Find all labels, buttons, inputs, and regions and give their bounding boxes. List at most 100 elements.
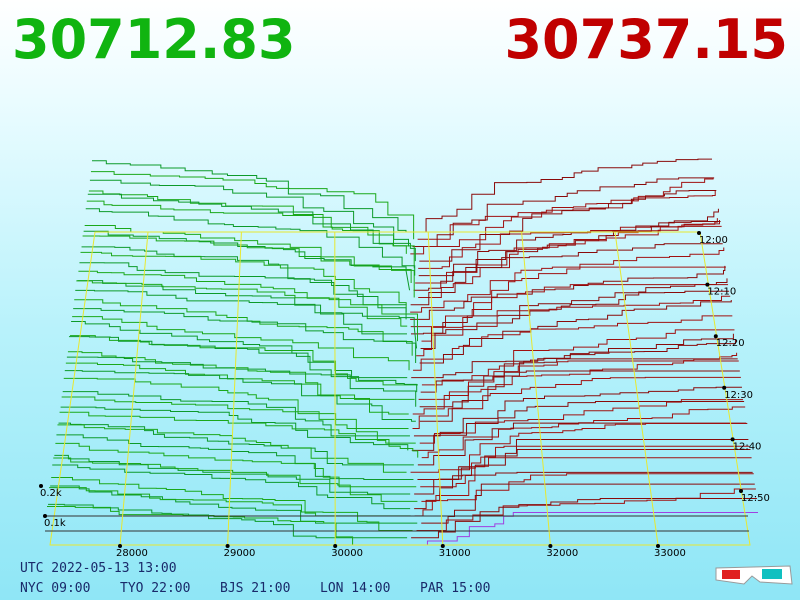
price-grid-line [227,231,242,546]
ask-depth-line [411,498,757,539]
time-tick-dot [739,489,743,493]
bid-depth-line [75,289,418,349]
bid-depth-line [47,506,412,546]
bid-depth-line [85,208,416,276]
depth-tick-label: 0.2k [40,488,62,499]
ask-depth-line [410,266,726,328]
ask-depth-line [412,360,739,415]
bid-depth-line [51,476,411,517]
ask-depth-line [414,449,751,495]
ask-depth-line [418,352,738,400]
bid-depth-line [73,308,417,364]
ask-price: 30737.15 [504,8,788,71]
time-tick-dot [722,385,727,390]
price-tick-dot [225,544,230,548]
bid-depth-line [56,434,414,480]
ask-depth-line [419,299,732,364]
bid-price: 30712.83 [12,8,296,71]
bid-depth-line [65,362,409,415]
timezone-clock: LON 14:00 [320,581,390,596]
ask-depth-line [418,225,722,299]
bid-depth-line [50,485,418,524]
bid-depth-line [62,391,410,437]
bid-depth-line [78,270,408,327]
floor-frame [49,231,751,546]
price-grid-line [521,231,551,546]
depth-lines [47,158,758,546]
timezone-clock: PAR 15:00 [420,581,490,596]
bid-depth-line [90,171,415,240]
time-tick-dot [713,334,718,339]
price-tick-label: 31000 [439,548,471,559]
time-tick-dot [730,437,735,442]
time-tick-label: 12:40 [733,441,762,452]
price-tick-dot [548,544,553,548]
bid-depth-line [81,246,407,306]
utc-time: UTC 2022-05-13 13:00 [20,561,177,576]
ask-depth-line [414,471,753,510]
depth-tick-label: 0.1k [44,518,66,529]
ask-depth-line [411,333,734,379]
bid-depth-line [68,336,418,393]
price-grid-line [119,231,149,546]
time-tick-dot [697,231,701,235]
timezone-clock: NYC 09:00 [20,581,90,596]
bid-depth-line [88,190,407,254]
ask-depth-line [410,247,725,313]
price-tick-label: 32000 [546,548,578,559]
depth-tick-dot [39,484,43,488]
bid-depth-line [64,370,416,422]
stereo-glasses[interactable] [715,565,793,585]
ask-depth-line [419,189,717,262]
ask-depth-line [410,278,728,335]
ask-depth-line [412,376,741,430]
bid-depth-line [80,251,407,313]
ask-depth-line [421,483,755,524]
bid-depth-line [57,424,407,473]
ask-depth-line [413,315,733,371]
ask-depth-line [410,243,723,306]
bid-depth-line [48,503,408,539]
ask-depth-line [410,158,712,233]
ask-depth-line [415,219,720,284]
time-tick-label: 12:10 [707,287,736,298]
bid-depth-line [86,200,415,269]
price-tick-label: 28000 [116,548,148,559]
bid-depth-line [55,442,417,488]
ask-depth-line [411,401,745,451]
time-tick-label: 12:30 [724,390,753,401]
bid-depth-line [58,422,414,466]
time-tick-label: 12:50 [741,493,770,504]
ask-depth-line [413,386,742,437]
bid-depth-line [54,454,411,495]
time-tick-label: 12:00 [699,235,728,246]
bid-depth-line [74,299,413,356]
ask-depth-line [420,290,730,349]
bid-depth-line [52,464,411,510]
ask-depth-line [419,370,740,422]
bid-depth-line [76,280,418,342]
bid-depth-line [59,411,419,458]
bid-depth-line [89,179,410,247]
bid-depth-line [67,351,415,400]
bid-depth-line [53,457,418,502]
price-grid-line [427,231,444,546]
bid-depth-line [72,316,410,371]
timezone-clock: BJS 21:00 [220,581,290,596]
bid-depth-line [61,396,416,444]
ask-depth-line [412,177,715,248]
ask-depth-line [410,423,748,473]
ask-depth-line [421,284,729,342]
bid-depth-line [70,335,418,386]
price-tick-label: 30000 [331,548,363,559]
price-tick-dot [333,544,338,548]
price-tick-dot [440,544,445,548]
ask-depth-line [410,265,726,320]
bid-depth-line [63,377,409,430]
timezone-clock: TYO 22:00 [120,581,190,596]
ask-depth-line [421,329,735,386]
bid-depth-line [82,235,415,298]
ask-depth-line [413,221,721,291]
bid-depth-line [79,262,407,320]
